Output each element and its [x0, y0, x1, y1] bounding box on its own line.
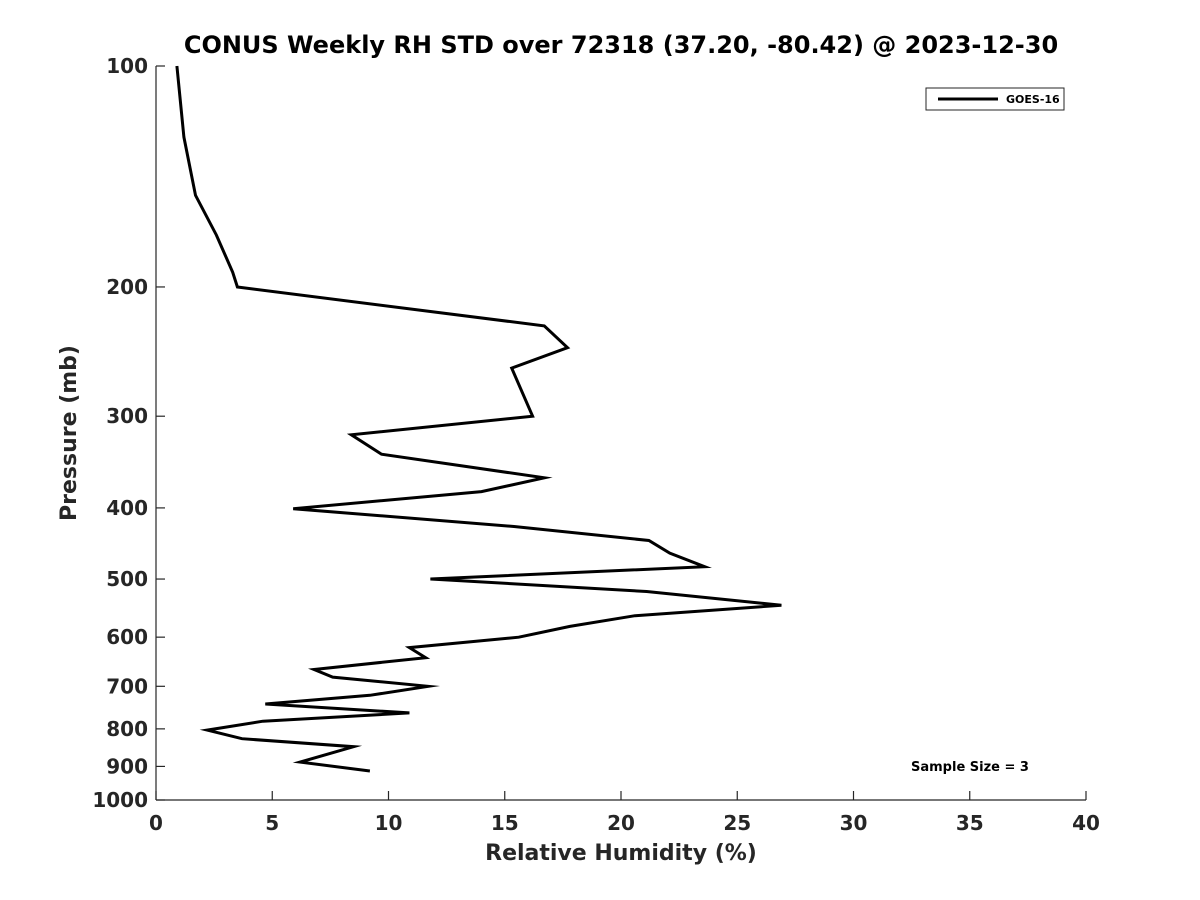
- x-axis-ticks: 0 5 10 15 20 25 30 35 40: [149, 791, 1100, 835]
- y-tick-label: 900: [106, 754, 148, 778]
- y-axis-ticks: 100 200 300 400 500 600 700 800 900 1000: [92, 54, 165, 812]
- y-tick-label: 800: [106, 717, 148, 741]
- sample-size-annotation: Sample Size = 3: [911, 760, 1029, 775]
- legend-label-goes-16: GOES-16: [1006, 93, 1060, 106]
- x-tick-label: 40: [1072, 811, 1100, 835]
- y-tick-label: 1000: [92, 788, 148, 812]
- series-line-goes-16: [175, 65, 782, 773]
- x-tick-label: 20: [607, 811, 635, 835]
- y-tick-label: 200: [106, 275, 148, 299]
- x-axis-label: Relative Humidity (%): [485, 841, 757, 866]
- series-layer: [175, 65, 782, 773]
- x-tick-label: 25: [723, 811, 751, 835]
- y-tick-label: 300: [106, 404, 148, 428]
- x-tick-label: 15: [491, 811, 519, 835]
- x-tick-label: 10: [375, 811, 403, 835]
- y-axis-label: Pressure (mb): [57, 345, 82, 521]
- chart-title: CONUS Weekly RH STD over 72318 (37.20, -…: [184, 31, 1058, 59]
- x-tick-label: 35: [956, 811, 984, 835]
- x-tick-label: 0: [149, 811, 163, 835]
- y-tick-label: 600: [106, 625, 148, 649]
- y-tick-label: 100: [106, 54, 148, 78]
- y-tick-label: 500: [106, 567, 148, 591]
- legend: GOES-16: [925, 87, 1065, 111]
- y-tick-label: 400: [106, 496, 148, 520]
- plot-area: 0 5 10 15 20 25 30 35 40 100 200 300 400 500 600 700 80…: [92, 54, 1100, 835]
- x-tick-label: 30: [840, 811, 868, 835]
- y-tick-label: 700: [106, 674, 148, 698]
- x-tick-label: 5: [265, 811, 279, 835]
